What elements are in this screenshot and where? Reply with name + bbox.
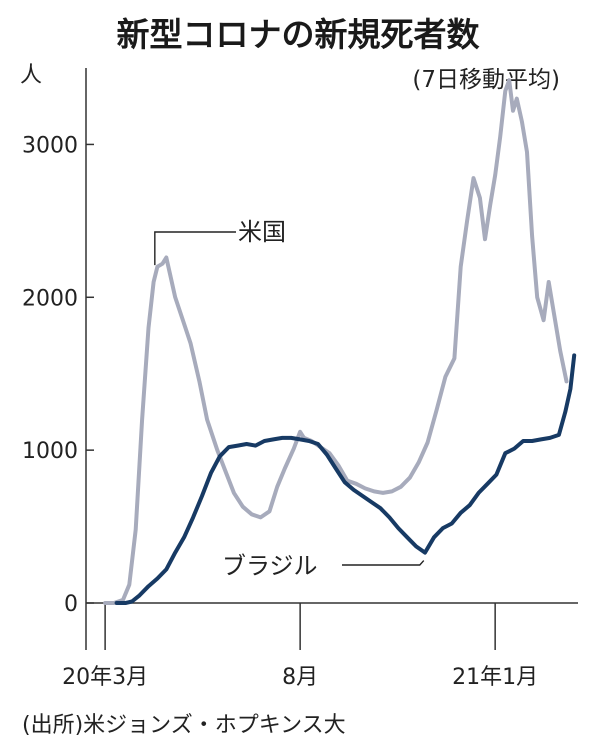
annotation-brazil: ブラジル xyxy=(222,552,318,580)
series-layer xyxy=(103,78,577,605)
y-tick-label: 3000 xyxy=(22,133,78,158)
series-line-2 xyxy=(114,353,577,605)
x-tick-label: 21年1月 xyxy=(452,665,538,690)
annotation-us: 米国 xyxy=(238,218,286,246)
y-tick-label: 0 xyxy=(64,592,78,617)
y-axis-label: 人 xyxy=(20,63,42,88)
source-note: (出所)米ジョンズ・ホプキンス大 xyxy=(22,713,346,738)
x-ticks: 20年3月 8月 21年1月 xyxy=(62,603,538,690)
x-tick-label: 8月 xyxy=(282,665,318,690)
leader-line-us xyxy=(154,231,236,266)
x-tick-label: 20年3月 xyxy=(62,665,148,690)
y-tick-label: 2000 xyxy=(22,286,78,311)
chart-subtitle: (7日移動平均) xyxy=(412,67,560,93)
leader-line-brazil xyxy=(342,560,425,566)
series-line-1 xyxy=(103,78,569,605)
y-tick-label: 1000 xyxy=(22,439,78,464)
y-ticks: 0 1000 2000 3000 xyxy=(22,133,94,617)
chart-title: 新型コロナの新規死者数 xyxy=(117,15,481,54)
